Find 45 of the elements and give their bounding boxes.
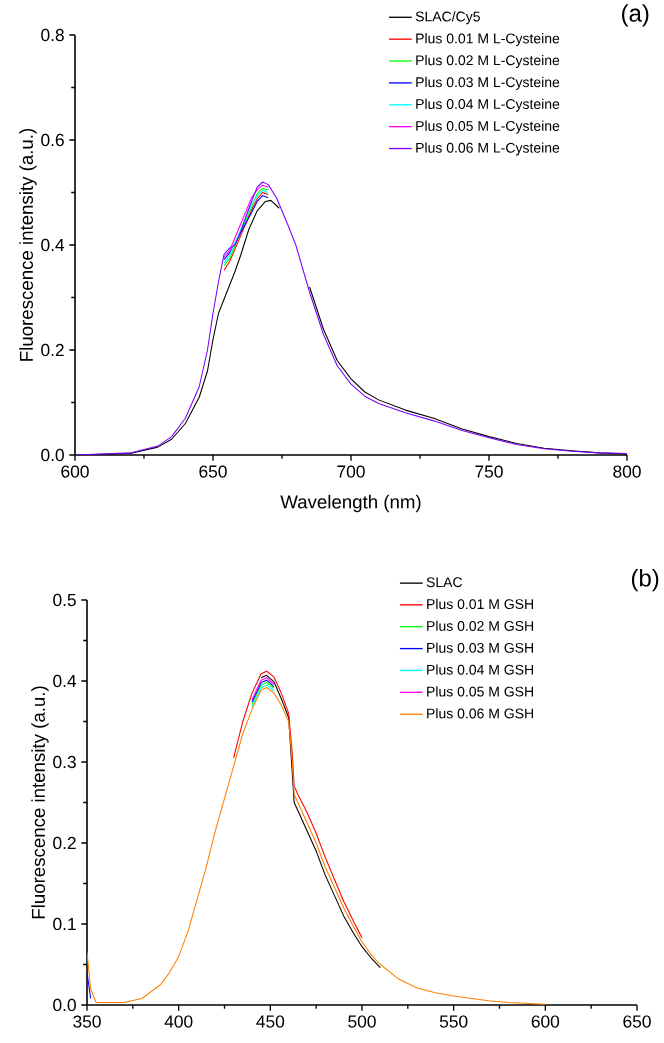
x-tick-label: 350 (73, 1015, 101, 1028)
x-tick-label: 750 (475, 465, 503, 478)
x-tick-label: 600 (61, 465, 89, 478)
x-tick-label: 700 (337, 465, 365, 478)
legend-label: Plus 0.02 M L-Cysteine (416, 54, 560, 69)
legend-label: Plus 0.01 M L-Cysteine (416, 33, 560, 47)
legend-label: Plus 0.05 M L-Cysteine (416, 120, 560, 134)
y-tick-label: 0.2 (41, 343, 64, 357)
y-axis-title: Fluorescence intensity (a.u.) (19, 128, 37, 361)
x-axis-title: Wavelength (nm) (280, 494, 421, 513)
legend-label: Plus 0.06 M L-Cysteine (416, 142, 560, 156)
y-tick-label: 0.3 (53, 755, 76, 769)
line-series (233, 670, 363, 939)
legend-label: SLAC/Cy5 (415, 11, 480, 25)
x-tick-label: 450 (256, 1015, 285, 1028)
legend-label: Plus 0.05 M GSH (427, 686, 534, 697)
y-tick-label: 0.0 (41, 448, 64, 462)
legend-label: Plus 0.04 M L-Cysteine (416, 98, 560, 112)
x-tick-label: 650 (199, 465, 227, 478)
legend-label: Plus 0.06 M GSH (427, 708, 534, 719)
y-axis-title: Fluorescence intensity (a.u.) (31, 686, 49, 919)
legend-label: Plus 0.01 M GSH (427, 598, 534, 610)
x-tick-label: 650 (623, 1015, 651, 1028)
legend-label: Plus 0.03 M L-Cysteine (416, 76, 560, 90)
y-tick-label: 0.4 (41, 238, 65, 252)
x-tick-label: 600 (531, 1015, 560, 1028)
y-tick-label: 0.1 (53, 917, 76, 931)
line-series (260, 674, 381, 969)
chart-title: (a) (622, 4, 649, 27)
x-tick-label: 550 (439, 1015, 468, 1028)
legend-label: Plus 0.04 M GSH (427, 664, 534, 675)
chart-title: (b) (631, 568, 659, 592)
legend-label: Plus 0.03 M GSH (427, 642, 534, 653)
y-tick-label: 0.2 (53, 836, 76, 850)
legend-label: SLAC (426, 577, 463, 588)
x-tick-label: 800 (613, 465, 641, 478)
x-tick-label: 400 (164, 1015, 193, 1028)
y-tick-label: 0.5 (53, 593, 76, 607)
y-tick-label: 0.4 (53, 674, 77, 688)
y-tick-label: 0.0 (53, 998, 76, 1012)
y-tick-label: 0.8 (41, 28, 64, 42)
y-tick-label: 0.6 (41, 133, 64, 147)
legend-label: Plus 0.02 M GSH (427, 620, 534, 631)
x-tick-label: 500 (348, 1015, 376, 1028)
line-series (251, 677, 275, 701)
